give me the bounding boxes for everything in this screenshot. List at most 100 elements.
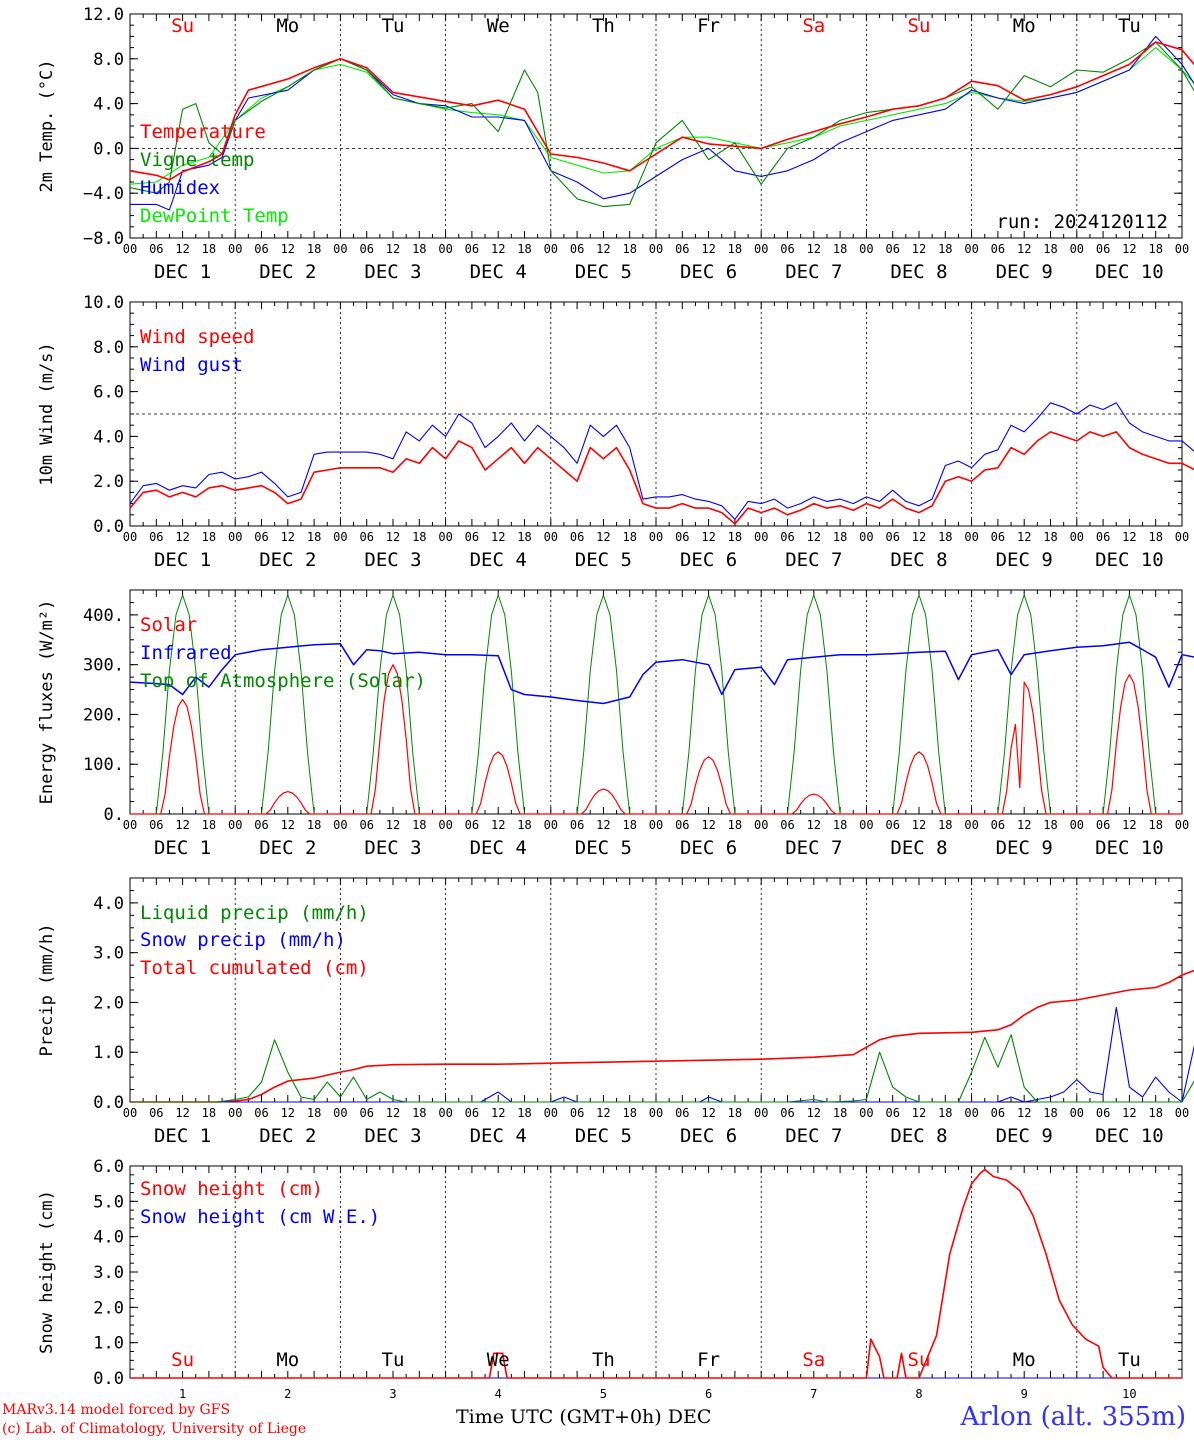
legend-entry: Wind speed <box>140 326 254 348</box>
hour-tick-label: 06 <box>254 242 268 256</box>
date-label: DEC 4 <box>470 261 527 283</box>
hour-tick-label: 00 <box>123 1106 137 1120</box>
hour-tick-label: 18 <box>622 242 636 256</box>
hour-tick-label: 18 <box>833 818 847 832</box>
solar-line <box>340 664 446 815</box>
hour-tick-label: 06 <box>254 818 268 832</box>
hour-tick-label: 18 <box>517 530 531 544</box>
hour-tick-label: 06 <box>149 530 163 544</box>
hour-tick-label: 18 <box>833 1106 847 1120</box>
weekday-label: Tu <box>382 15 405 37</box>
date-label: DEC 5 <box>575 549 632 571</box>
y-tick-label: 400. <box>83 606 124 626</box>
solar-line <box>130 698 236 815</box>
y-tick-label: 4.0 <box>93 894 124 914</box>
weekday-label: Su <box>171 1349 194 1371</box>
date-label: DEC 10 <box>1095 1125 1164 1147</box>
y-tick-label: 8.0 <box>93 338 124 358</box>
weekday-label: Th <box>592 1349 615 1371</box>
date-label: DEC 10 <box>1095 261 1164 283</box>
hour-tick-label: 00 <box>649 530 663 544</box>
hour-tick-label: 12 <box>281 242 295 256</box>
date-label: DEC 9 <box>996 837 1053 859</box>
hour-tick-label: 06 <box>359 818 373 832</box>
hour-tick-label: 12 <box>175 242 189 256</box>
hour-tick-label: 18 <box>517 818 531 832</box>
hour-tick-label: 18 <box>938 818 952 832</box>
weekday-label: Tu <box>1118 15 1141 37</box>
hour-tick-label: 18 <box>1043 818 1057 832</box>
hour-tick-label: 00 <box>228 1106 242 1120</box>
solar-line <box>1076 673 1182 815</box>
y-tick-label: 200. <box>83 705 124 725</box>
date-label: DEC 3 <box>364 837 421 859</box>
hour-tick-label: 00 <box>333 1106 347 1120</box>
hour-tick-label: 12 <box>1017 818 1031 832</box>
hour-tick-label: 06 <box>885 1106 899 1120</box>
toa-solar-line <box>761 594 867 815</box>
date-label: DEC 9 <box>996 1125 1053 1147</box>
hour-tick-label: 00 <box>649 818 663 832</box>
y-tick-label: 0. <box>104 805 124 825</box>
solar-line <box>971 681 1077 815</box>
date-label: DEC 5 <box>575 837 632 859</box>
date-label: DEC 3 <box>364 261 421 283</box>
y-tick-label: 6.0 <box>93 1157 124 1177</box>
hour-tick-label: 12 <box>491 242 505 256</box>
date-label: DEC 5 <box>575 261 632 283</box>
hour-tick-label: 06 <box>570 1106 584 1120</box>
date-label: DEC 7 <box>785 261 842 283</box>
y-tick-label: 12.0 <box>83 5 124 25</box>
hour-tick-label: 06 <box>465 530 479 544</box>
hour-tick-label: 12 <box>491 818 505 832</box>
hour-tick-label: 00 <box>964 1106 978 1120</box>
humidex-line <box>130 35 1194 211</box>
infrared-line <box>129 641 1194 705</box>
hour-tick-label: 06 <box>780 1106 794 1120</box>
date-label: DEC 2 <box>259 1125 316 1147</box>
hour-tick-label: 18 <box>412 1106 426 1120</box>
hour-tick-label: 00 <box>964 242 978 256</box>
date-label: DEC 8 <box>890 1125 947 1147</box>
hour-tick-label: 06 <box>1096 818 1110 832</box>
y-tick-label: 300. <box>83 656 124 676</box>
hour-tick-label: 12 <box>807 818 821 832</box>
hour-tick-label: 12 <box>386 1106 400 1120</box>
date-label: DEC 6 <box>680 261 737 283</box>
hour-tick-label: 18 <box>1148 242 1162 256</box>
weekday-label: Sa <box>802 15 825 37</box>
hour-tick-label: 00 <box>1175 1106 1189 1120</box>
legend-entry: Liquid precip (mm/h) <box>140 902 369 924</box>
weekday-label: Mo <box>1013 15 1036 37</box>
weekday-label: Mo <box>276 1349 299 1371</box>
hour-tick-label: 18 <box>728 1106 742 1120</box>
weekday-label: Mo <box>1013 1349 1036 1371</box>
weekday-label: Sa <box>802 1349 825 1371</box>
hour-tick-label: 12 <box>807 242 821 256</box>
hour-tick-label: 00 <box>544 530 558 544</box>
hour-tick-label: 06 <box>675 530 689 544</box>
date-label: DEC 10 <box>1095 549 1164 571</box>
y-tick-label: 2.0 <box>93 472 124 492</box>
hour-tick-label: 18 <box>307 242 321 256</box>
toa-solar-line <box>866 594 972 815</box>
lab-credit: (c) Lab. of Climatology, University of L… <box>2 1421 307 1437</box>
hour-tick-label: 12 <box>281 1106 295 1120</box>
solar-line <box>550 788 656 815</box>
hour-tick-label: 12 <box>701 818 715 832</box>
hour-tick-label: 00 <box>228 530 242 544</box>
y-tick-label: 1.0 <box>93 1334 124 1354</box>
hour-tick-label: 12 <box>1122 530 1136 544</box>
hour-tick-label: 06 <box>149 242 163 256</box>
y-tick-label: 5.0 <box>93 1192 124 1212</box>
hour-tick-label: 12 <box>912 1106 926 1120</box>
hour-tick-label: 06 <box>254 1106 268 1120</box>
wind-gust-line <box>129 402 1194 520</box>
hour-tick-label: 12 <box>596 1106 610 1120</box>
date-label: DEC 8 <box>890 549 947 571</box>
toa-solar-line <box>656 594 762 815</box>
day-number-label: 5 <box>600 1387 607 1401</box>
hour-tick-label: 18 <box>938 242 952 256</box>
hour-tick-label: 00 <box>754 242 768 256</box>
hour-tick-label: 12 <box>491 1106 505 1120</box>
